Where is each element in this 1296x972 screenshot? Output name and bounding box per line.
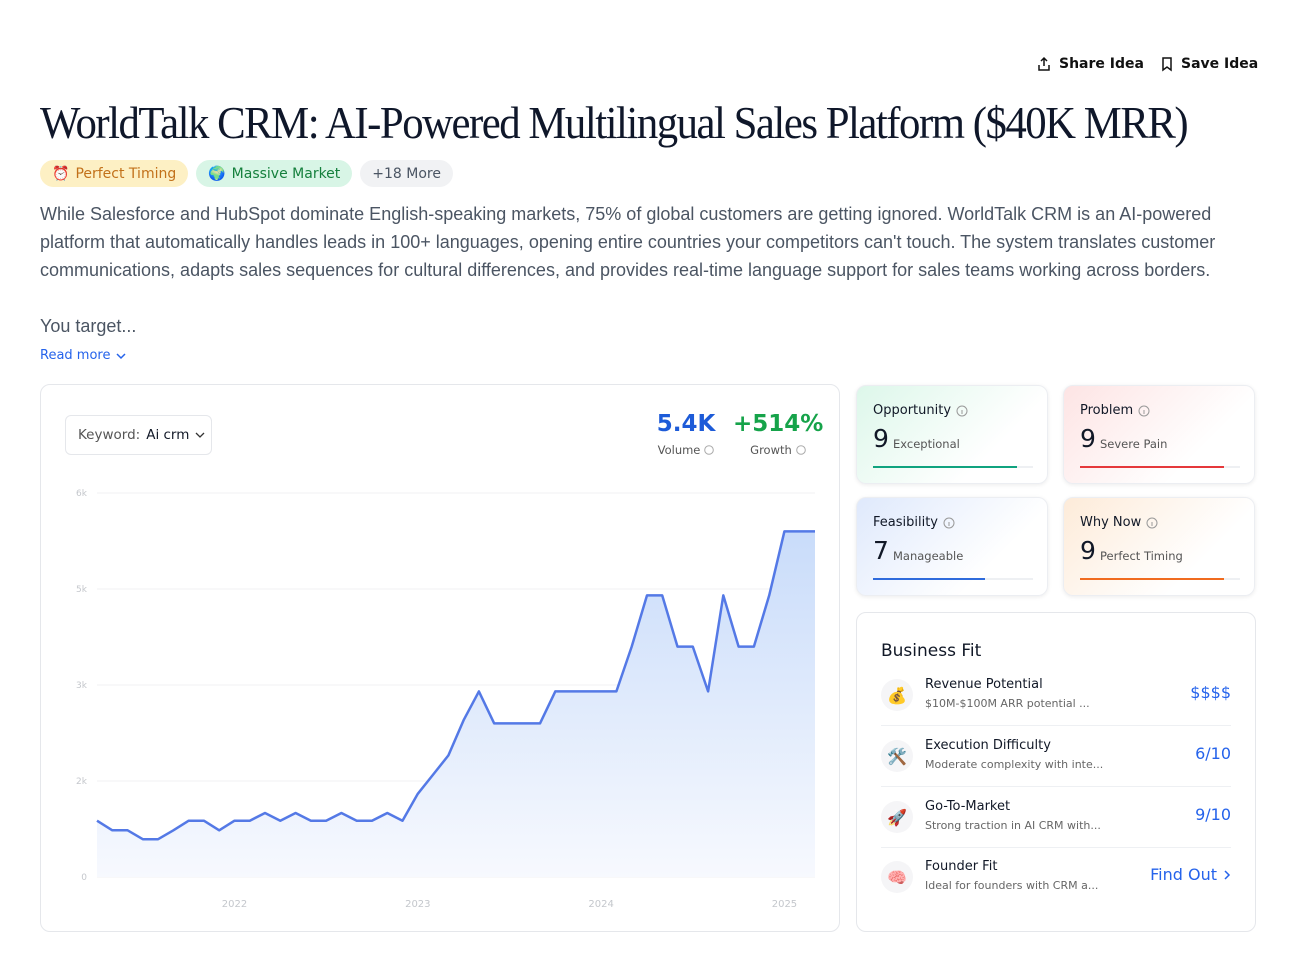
info-icon — [956, 405, 968, 416]
find-out-link[interactable]: Find Out — [1150, 865, 1231, 884]
tag[interactable]: ⏰ Perfect Timing — [40, 160, 189, 187]
stat: +514% Growth — [733, 411, 823, 457]
stat-label: Growth — [750, 443, 792, 457]
score-descriptor: Exceptional — [893, 437, 960, 451]
business-fit-title: Business Fit — [881, 641, 982, 661]
fit-value: 6/10 — [1195, 744, 1231, 763]
idea-title: WorldTalk CRM: AI-Powered Multilingual S… — [40, 97, 1189, 148]
keyword-select[interactable]: Keyword: Ai crm — [65, 415, 212, 455]
tag[interactable]: 🌍 Massive Market — [196, 160, 353, 187]
y-tick-label: 5k — [76, 585, 88, 595]
tag-label: Perfect Timing — [75, 165, 177, 182]
stat-label: Volume — [657, 443, 701, 457]
share-icon — [1038, 56, 1050, 71]
help-icon — [704, 445, 715, 455]
fit-description: Moderate complexity with inte... — [925, 758, 1104, 771]
y-tick-label: 6k — [76, 489, 88, 499]
fit-name: Revenue Potential — [925, 677, 1043, 692]
keyword-label: Keyword: — [78, 427, 141, 443]
stat-value: 5.4K — [656, 411, 716, 437]
fit-name: Execution Difficulty — [925, 738, 1051, 753]
stat-value: +514% — [733, 411, 824, 437]
tag-list: ⏰ Perfect Timing 🌍 Massive Market +18 More — [40, 160, 453, 187]
trend-card: Keyword: Ai crm 5.4K Volume +514% Growth… — [40, 384, 840, 932]
score-bar — [1080, 466, 1224, 468]
tag-label: +18 More — [372, 165, 441, 182]
fit-icon: 💰 — [881, 679, 913, 711]
score-descriptor: Perfect Timing — [1100, 549, 1183, 563]
trend-chart: 0 2k 3k 5k 6k 2022 2023 2024 2025 — [76, 489, 815, 910]
score-card: Why Now 9 Perfect Timing — [1063, 497, 1255, 596]
tag-icon: ⏰ — [52, 165, 70, 182]
tag-icon: 🌍 — [208, 165, 226, 182]
y-tick-label: 0 — [81, 873, 87, 883]
score-label: Why Now — [1080, 515, 1142, 530]
fit-description: Strong traction in AI CRM with... — [925, 819, 1101, 832]
read-more[interactable]: Read more — [40, 348, 127, 363]
score-value: 9 — [1080, 536, 1096, 565]
share-label: Share Idea — [1059, 56, 1144, 72]
info-icon — [1146, 517, 1158, 528]
score-value: 9 — [873, 424, 889, 453]
fit-description: Ideal for founders with CRM a... — [925, 879, 1099, 892]
fit-value: $$$$ — [1190, 683, 1231, 702]
score-bar — [873, 578, 985, 580]
description: While Salesforce and HubSpot dominate En… — [40, 204, 1216, 280]
save-label: Save Idea — [1181, 56, 1259, 72]
score-bar — [873, 466, 1017, 468]
chevron — [116, 352, 127, 359]
y-tick-label: 2k — [76, 777, 88, 787]
fit-value: 9/10 — [1195, 805, 1231, 824]
separator — [881, 786, 1231, 787]
score-value: 7 — [873, 536, 889, 565]
line — [96, 530, 815, 841]
tag-more[interactable]: +18 More — [360, 160, 453, 187]
info-icon — [943, 517, 955, 528]
bookmark-icon — [1162, 57, 1172, 72]
teaser: You target... — [40, 316, 137, 336]
x-tick-label: 2022 — [222, 899, 247, 910]
score-value: 9 — [1080, 424, 1096, 453]
help-icon — [796, 445, 806, 455]
score-descriptor: Severe Pain — [1100, 437, 1168, 451]
fit-name: Founder Fit — [925, 859, 998, 874]
score-descriptor: Manageable — [893, 549, 964, 563]
fit-name: Go-To-Market — [925, 799, 1011, 814]
fit-row: 💰 Revenue Potential $10M-$100M ARR potenti… — [881, 677, 1231, 727]
fit-row: 🛠️ Execution Difficulty Moderate complexit… — [881, 738, 1231, 788]
fit-value: Find Out — [1150, 865, 1217, 884]
chevron — [1224, 869, 1231, 880]
y-tick-label: 3k — [76, 681, 88, 691]
x-tick-label: 2025 — [772, 899, 797, 910]
score-card: Opportunity 9 Exceptional — [856, 385, 1048, 484]
score-bar — [1080, 578, 1224, 580]
fit-icon: 🛠️ — [881, 740, 913, 772]
score-label: Problem — [1080, 403, 1134, 418]
info-icon — [1138, 405, 1150, 416]
score-label: Opportunity — [873, 403, 952, 418]
keyword-value: Ai crm — [146, 427, 190, 443]
x-tick-label: 2024 — [588, 899, 613, 910]
save-button[interactable]: Save Idea — [1160, 56, 1258, 72]
fit-icon: 🧠 — [881, 861, 913, 893]
separator — [881, 847, 1231, 848]
fit-row: 🚀 Go-To-Market Strong traction in AI CRM w… — [881, 799, 1231, 849]
score-card: Feasibility 7 Manageable — [856, 497, 1048, 596]
score-card: Problem 9 Severe Pain — [1063, 385, 1255, 484]
tag-label: Massive Market — [231, 165, 341, 182]
business-fit-card: Business Fit 💰 Revenue Potential $10M-$100… — [856, 612, 1256, 932]
separator — [881, 725, 1231, 726]
share-button[interactable]: Share Idea — [1036, 56, 1144, 72]
read-more-label: Read more — [40, 348, 111, 363]
stat: 5.4K Volume — [641, 411, 731, 457]
score-label: Feasibility — [873, 515, 938, 530]
x-tick-label: 2023 — [405, 899, 430, 910]
fit-icon: 🚀 — [881, 801, 913, 833]
fit-row: 🧠 Founder Fit Ideal for founders with CRM … — [881, 859, 1231, 909]
fit-description: $10M-$100M ARR potential ... — [925, 697, 1090, 710]
area — [97, 531, 815, 877]
chevron — [195, 432, 205, 438]
